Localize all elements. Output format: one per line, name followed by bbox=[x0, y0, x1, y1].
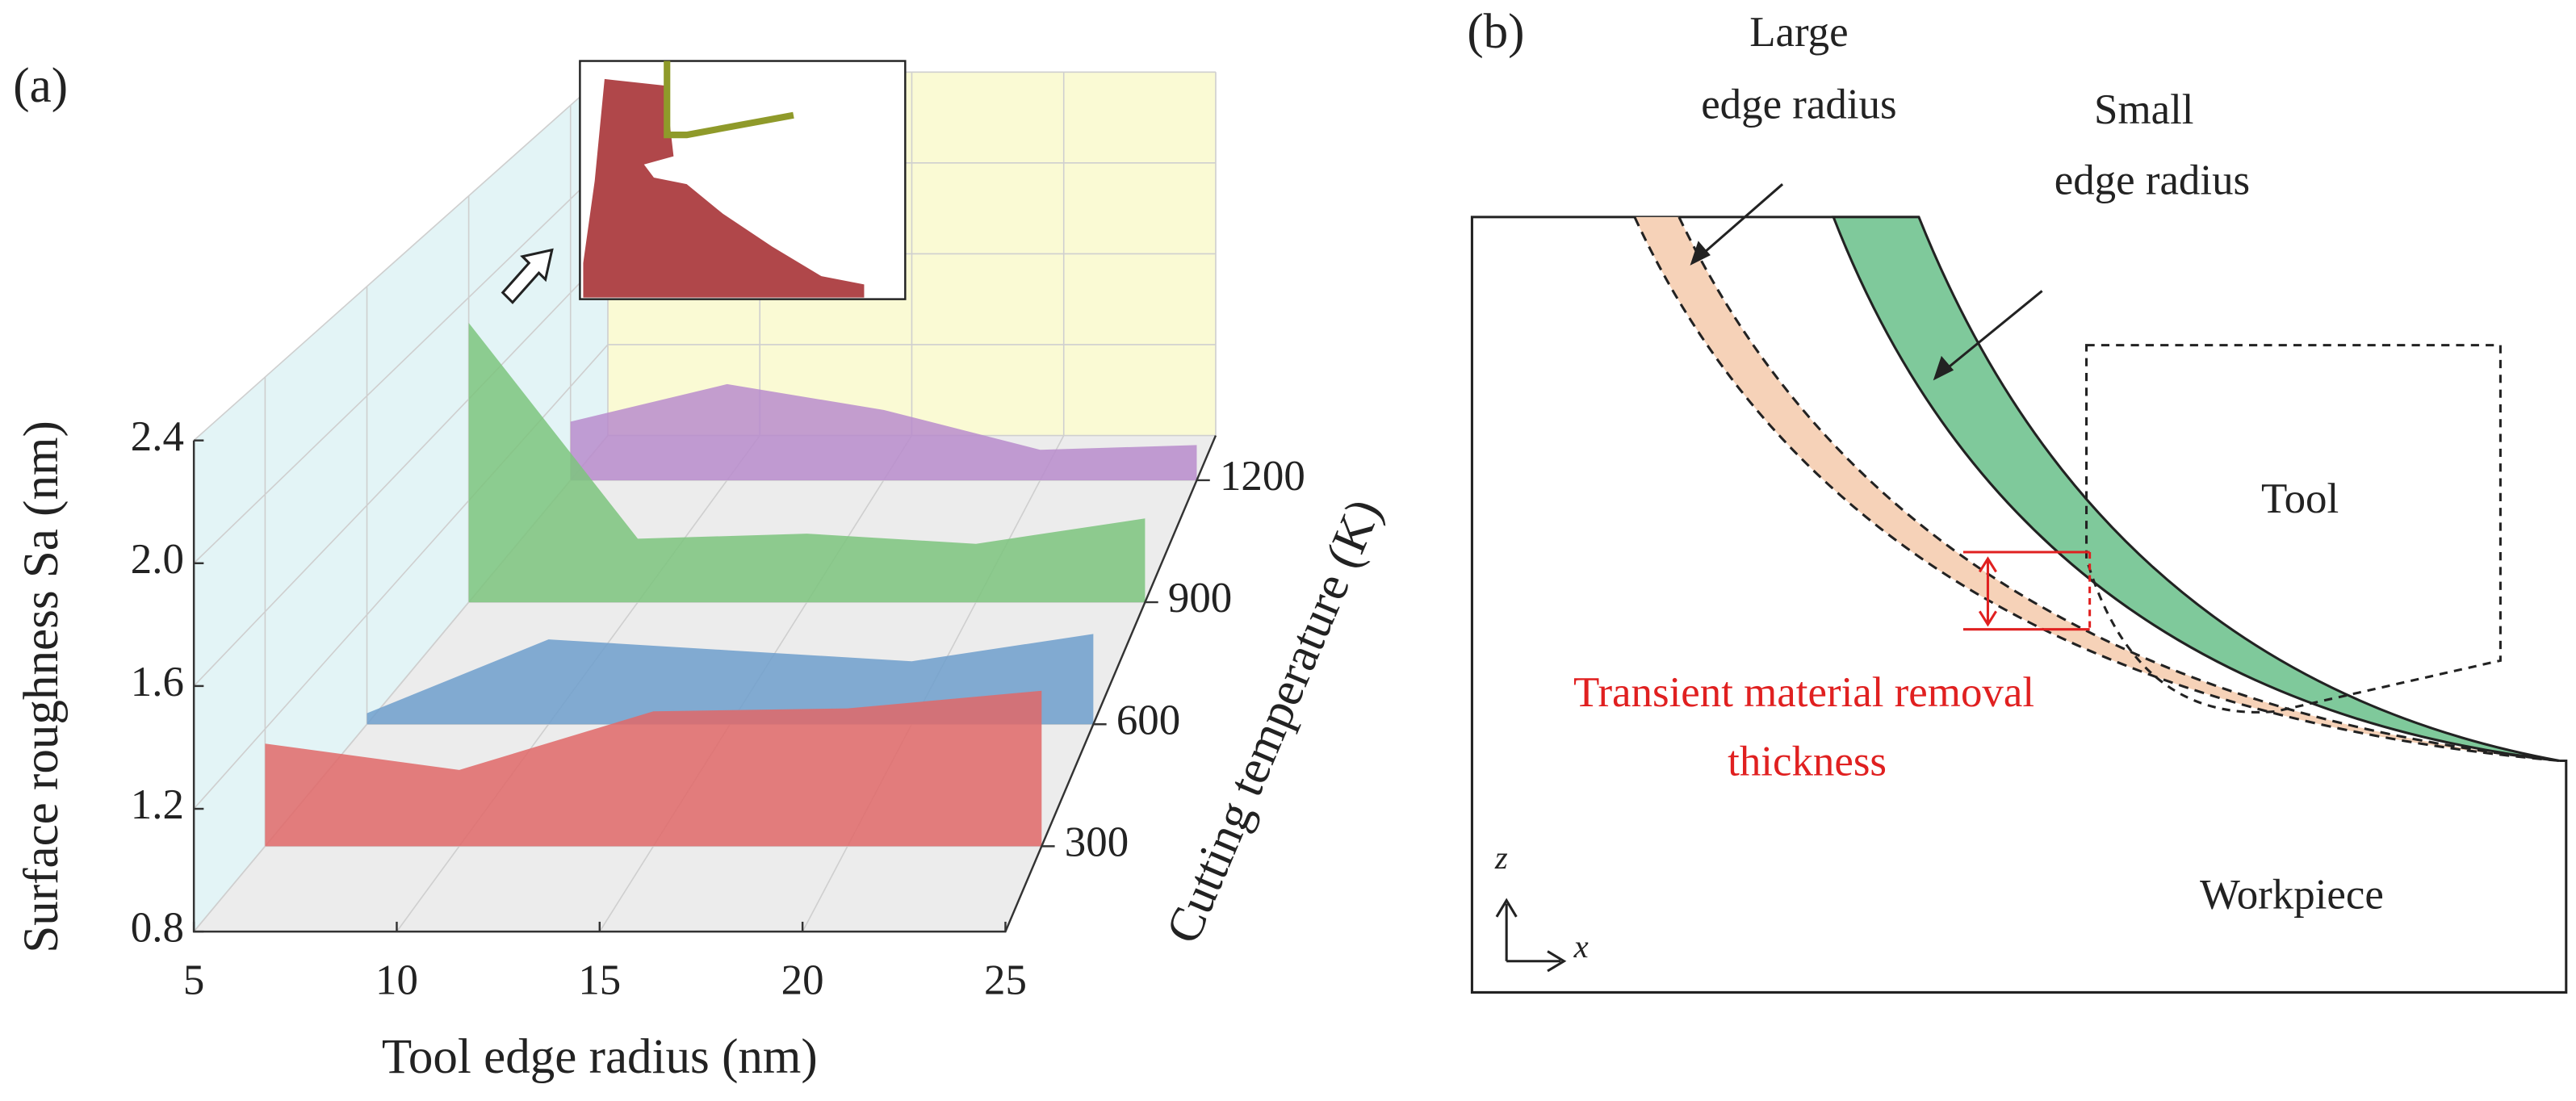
large-radius-edge bbox=[1633, 216, 2560, 763]
y-tick-label: 2.0 bbox=[131, 536, 184, 583]
x-tick-label: 5 bbox=[183, 957, 204, 1003]
y-tick-label: 1.2 bbox=[131, 781, 184, 828]
diagram bbox=[1470, 183, 2568, 994]
side-wall bbox=[194, 72, 608, 932]
area bbox=[468, 322, 1146, 603]
inset-tool bbox=[664, 61, 794, 139]
panel-label: (a) bbox=[13, 59, 68, 113]
inset-material bbox=[583, 78, 865, 298]
z-tick-label: 900 bbox=[1168, 575, 1232, 622]
area bbox=[265, 690, 1042, 847]
y-tick-label: 0.8 bbox=[131, 904, 184, 951]
x-tick-label: 20 bbox=[781, 957, 824, 1003]
x-tick-label: 15 bbox=[578, 957, 621, 1003]
z-axis-label: Cutting temperature (K) bbox=[1156, 492, 1392, 951]
label: x bbox=[1573, 928, 1589, 965]
large-radius-band bbox=[1634, 216, 2560, 761]
label: Tool bbox=[2261, 475, 2339, 522]
area bbox=[367, 634, 1094, 725]
z-tick-label: 600 bbox=[1116, 697, 1180, 743]
arrow bbox=[1933, 290, 2043, 381]
inset-arrow bbox=[501, 248, 554, 304]
inset bbox=[501, 60, 907, 304]
label: thickness bbox=[1728, 739, 1887, 785]
label: z bbox=[1494, 839, 1508, 876]
label: edge radius bbox=[2055, 157, 2250, 203]
grid-line bbox=[193, 344, 1216, 810]
z-tick-label: 1200 bbox=[1220, 453, 1305, 500]
label: edge radius bbox=[1701, 82, 1896, 128]
label: Workpiece bbox=[2200, 872, 2384, 919]
x-tick-label: 10 bbox=[375, 957, 418, 1003]
y-tick-label: 2.4 bbox=[131, 413, 184, 460]
area bbox=[570, 383, 1197, 480]
panel-label: (b) bbox=[1467, 5, 1524, 59]
thickness-marker bbox=[1962, 550, 2090, 631]
x-axis-label: Tool edge radius (nm) bbox=[382, 1030, 818, 1084]
coordinate-axes bbox=[1495, 898, 1567, 973]
y-axis-label: Surface roughness Sa (nm) bbox=[15, 421, 69, 952]
label: Small bbox=[2094, 86, 2193, 133]
y-tick-label: 1.6 bbox=[131, 659, 184, 705]
arrow bbox=[1690, 183, 1784, 266]
label: Transient material removal bbox=[1573, 669, 2034, 716]
z-tick-label: 300 bbox=[1065, 818, 1129, 865]
tool-outline bbox=[2085, 344, 2502, 714]
label: Large bbox=[1749, 9, 1848, 56]
x-tick-label: 25 bbox=[984, 957, 1027, 1003]
workpiece-outline bbox=[1470, 216, 2568, 994]
small-radius-band bbox=[1831, 216, 2560, 763]
